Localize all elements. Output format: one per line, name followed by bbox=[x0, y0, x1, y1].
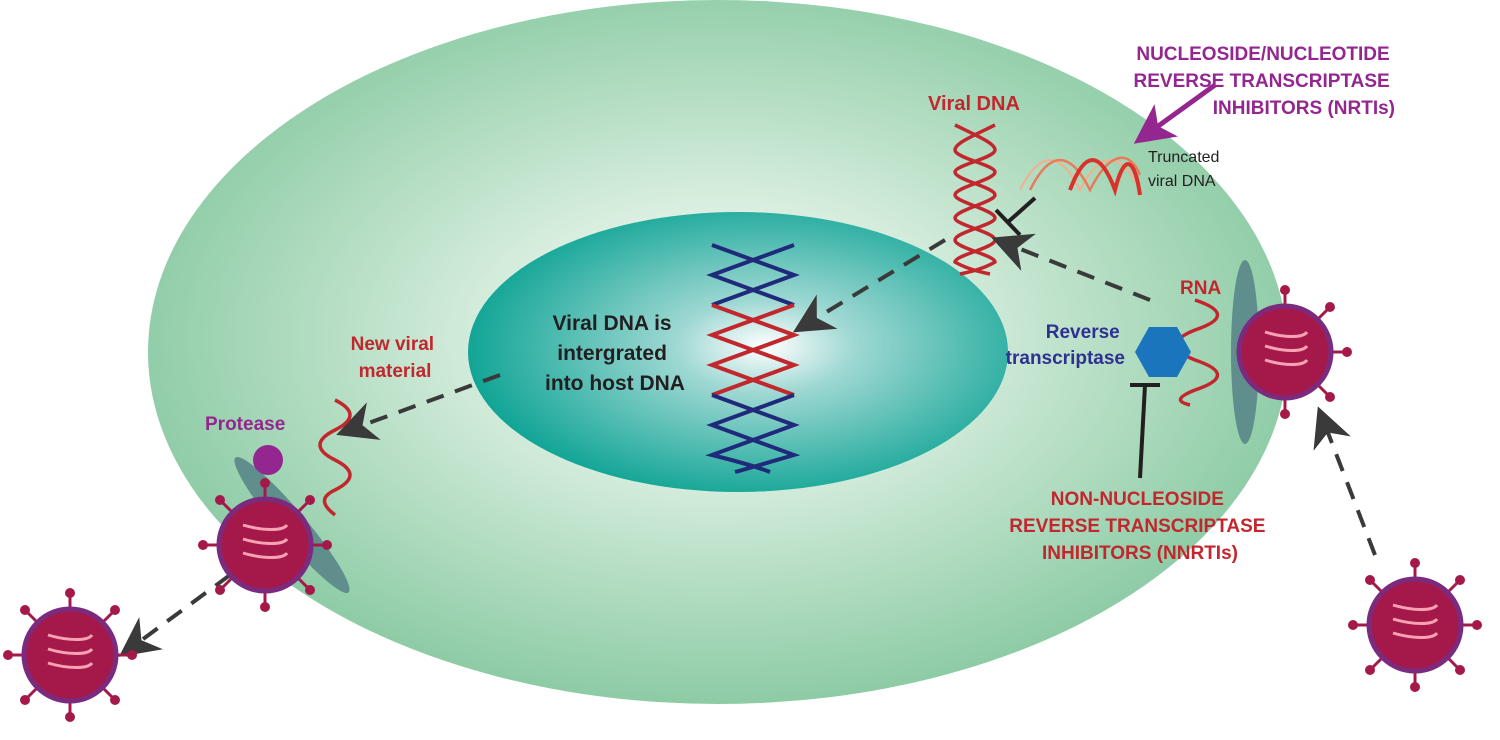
nnrti-label: NON-NUCLEOSIDE REVERSE TRANSCRIPTASE INH… bbox=[1009, 489, 1270, 564]
reverse-transcriptase-label: Reverse transcriptase bbox=[1006, 322, 1125, 369]
virus-released bbox=[3, 588, 137, 722]
new-viral-rna bbox=[318, 398, 352, 517]
arrow-rt-to-viral-dna bbox=[991, 233, 1151, 302]
nucleus bbox=[468, 212, 1008, 492]
nucleus-text: Viral DNA is intergrated into host DNA bbox=[545, 312, 685, 395]
arrow-entry bbox=[1313, 406, 1377, 556]
virus-budding bbox=[198, 478, 332, 612]
rna-strand bbox=[1174, 298, 1219, 407]
protease-circle bbox=[253, 445, 283, 475]
viral-dna-label: Viral DNA bbox=[928, 93, 1020, 115]
new-viral-material-label: New viral material bbox=[351, 334, 440, 382]
nnrti-inhibition-mark bbox=[1130, 383, 1160, 479]
nrti-label: NUCLEOSIDE/NUCLEOTIDE REVERSE TRANSCRIPT… bbox=[1134, 44, 1395, 119]
arrow-nucleus-to-new-material bbox=[336, 373, 501, 440]
protease-label: Protease bbox=[205, 414, 285, 435]
nrti-inhibition-mark bbox=[994, 196, 1037, 237]
host-dna-helix bbox=[705, 243, 801, 474]
rna-label: RNA bbox=[1180, 278, 1221, 299]
nrti-arrow bbox=[1133, 82, 1217, 144]
virus-incoming bbox=[1348, 558, 1482, 692]
arrow-budding bbox=[118, 573, 232, 657]
virus-entering bbox=[1236, 285, 1352, 419]
truncated-viral-dna-label: Truncated viral DNA bbox=[1148, 149, 1224, 190]
reverse-transcriptase-hexagon bbox=[1135, 327, 1191, 377]
truncated-viral-dna bbox=[1019, 156, 1142, 197]
arrow-viral-dna-to-nucleus bbox=[792, 238, 947, 333]
